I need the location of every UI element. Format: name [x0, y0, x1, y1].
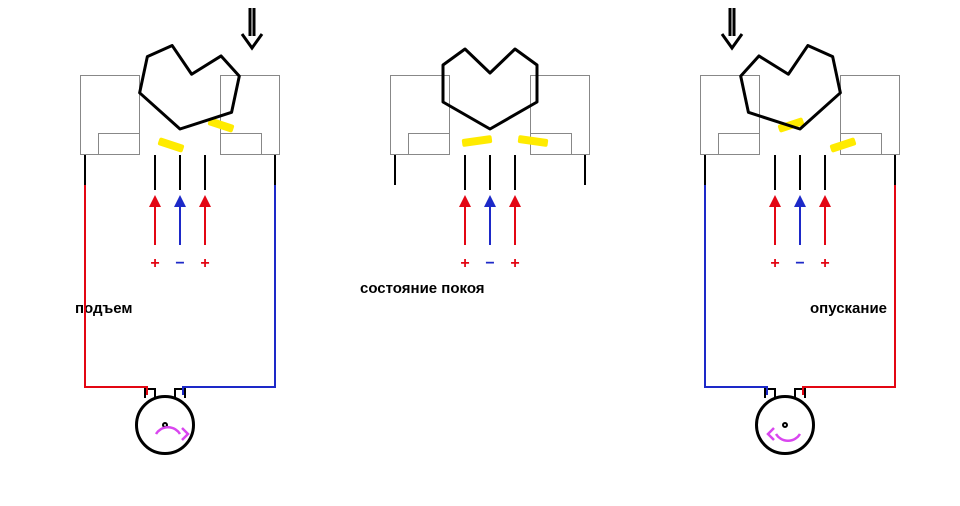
terminal-0 — [464, 155, 466, 190]
terminal-2 — [514, 155, 516, 190]
signal-arrow-0 — [154, 195, 156, 245]
motor-pin-right — [794, 388, 806, 398]
wire-left-v — [84, 185, 86, 387]
signal-sign-2: + — [195, 255, 215, 273]
signal-arrow-1 — [489, 195, 491, 245]
terminal-0 — [774, 155, 776, 190]
signal-arrow-0 — [464, 195, 466, 245]
state-rest: +−+ состояние покоя — [340, 0, 640, 506]
signal-sign-0: + — [765, 255, 785, 273]
signal-sign-0: + — [455, 255, 475, 273]
terminal-1 — [489, 155, 491, 190]
wire-left-v — [704, 185, 706, 387]
outer-stub-right — [274, 155, 276, 185]
motor-pin-right — [174, 388, 186, 398]
press-arrow-icon — [720, 8, 748, 57]
wire-left-h — [704, 386, 768, 388]
outer-stub-right — [584, 155, 586, 185]
switch-assembly: +−+ — [390, 45, 590, 185]
wire-right-v — [894, 185, 896, 387]
terminal-2 — [204, 155, 206, 190]
motor — [755, 395, 815, 455]
switch-assembly: +−+ — [700, 45, 900, 185]
signal-sign-1: − — [480, 255, 500, 273]
wire-left-drop — [766, 387, 768, 395]
signal-arrow-0 — [774, 195, 776, 245]
terminal-2 — [824, 155, 826, 190]
switch-assembly: +−+ — [80, 45, 280, 185]
wire-right-drop — [802, 387, 804, 395]
outer-stub-left — [394, 155, 396, 185]
wire-right-v — [274, 185, 276, 387]
terminal-1 — [179, 155, 181, 190]
outer-stub-left — [704, 155, 706, 185]
state-label: состояние покоя — [360, 280, 485, 297]
rocker — [435, 47, 545, 142]
wire-right-drop — [182, 387, 184, 395]
terminal-0 — [154, 155, 156, 190]
rocker — [745, 47, 855, 142]
wire-left-drop — [146, 387, 148, 395]
motor — [135, 395, 195, 455]
diagram-canvas: +−+подъем +−+состояние покоя +−+опускани… — [0, 0, 960, 506]
signal-sign-2: + — [505, 255, 525, 273]
outer-stub-right — [894, 155, 896, 185]
wire-left-h — [84, 386, 148, 388]
state-down: +−+ опускание — [650, 0, 950, 506]
outer-stub-left — [84, 155, 86, 185]
signal-sign-1: − — [170, 255, 190, 273]
wire-right-h — [182, 386, 276, 388]
signal-sign-0: + — [145, 255, 165, 273]
terminal-1 — [799, 155, 801, 190]
rocker — [125, 47, 235, 142]
signal-arrow-2 — [204, 195, 206, 245]
press-arrow-icon — [240, 8, 268, 57]
signal-sign-2: + — [815, 255, 835, 273]
signal-arrow-2 — [514, 195, 516, 245]
signal-sign-1: − — [790, 255, 810, 273]
signal-arrow-2 — [824, 195, 826, 245]
wire-right-h — [802, 386, 896, 388]
state-up: +−+подъем — [30, 0, 330, 506]
state-label: опускание — [810, 300, 887, 317]
signal-arrow-1 — [179, 195, 181, 245]
signal-arrow-1 — [799, 195, 801, 245]
